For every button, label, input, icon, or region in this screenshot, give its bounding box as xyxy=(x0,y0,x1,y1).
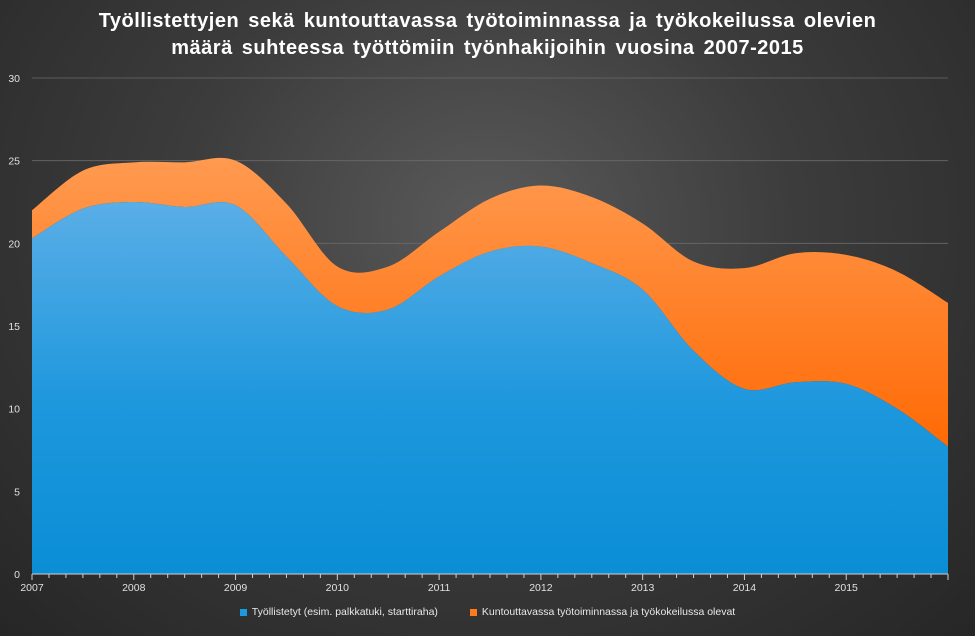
legend-entry-tyollistetyt: Työllistetyt (esim. palkkatuki, starttir… xyxy=(239,606,438,618)
x-tick-label-2010: 2010 xyxy=(326,582,350,594)
x-tick-label-2008: 2008 xyxy=(122,582,146,594)
legend-label-kuntouttava: Kuntouttavassa työtoiminnassa ja työkoke… xyxy=(481,606,736,618)
legend-entry-kuntouttava: Kuntouttavassa työtoiminnassa ja työkoke… xyxy=(469,606,736,618)
y-tick-label-0: 0 xyxy=(14,569,20,581)
legend-swatch-orange xyxy=(469,608,477,616)
x-tick-label-2012: 2012 xyxy=(529,582,553,594)
x-tick-label-2011: 2011 xyxy=(428,582,451,594)
area-tyollistetyt xyxy=(32,201,948,574)
y-tick-label-25: 25 xyxy=(8,156,20,168)
x-tick-label-2013: 2013 xyxy=(631,582,655,594)
chart-title: Työllistettyjen sekä kuntouttavassa työt… xyxy=(0,8,975,62)
chart-legend: Työllistetyt (esim. palkkatuki, starttir… xyxy=(0,606,975,618)
x-tick-label-2015: 2015 xyxy=(835,582,859,594)
chart-title-line-1: Työllistettyjen sekä kuntouttavassa työt… xyxy=(98,10,877,32)
y-tick-label-30: 30 xyxy=(8,73,20,85)
chart-title-line-2: määrä suhteessa työttömiin työnhakijoihi… xyxy=(171,37,804,59)
y-tick-label-15: 15 xyxy=(8,321,20,333)
legend-swatch-blue xyxy=(239,608,247,616)
y-tick-label-20: 20 xyxy=(8,238,20,250)
x-tick-label-2009: 2009 xyxy=(224,582,248,594)
x-tick-label-2014: 2014 xyxy=(733,582,757,594)
area-kuntouttava xyxy=(32,157,948,447)
y-tick-label-10: 10 xyxy=(8,404,20,416)
x-tick-label-2007: 2007 xyxy=(20,582,44,594)
legend-label-tyollistetyt: Työllistetyt (esim. palkkatuki, starttir… xyxy=(251,606,438,618)
y-tick-label-5: 5 xyxy=(14,486,20,498)
